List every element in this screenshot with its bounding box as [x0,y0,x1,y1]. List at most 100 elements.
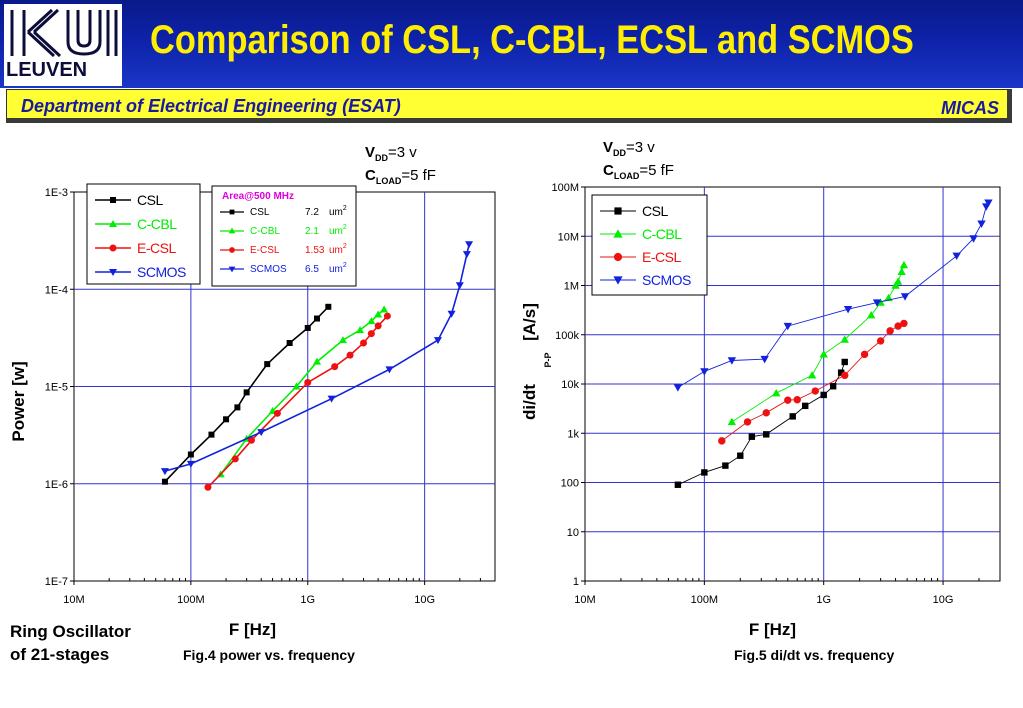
data-point-scmos [465,241,474,249]
y-tick-label: 100k [555,330,579,342]
data-point-scmos [969,235,978,243]
legend-label-e-csl: E-CSL [137,240,176,256]
data-point-c-cbl [374,310,383,318]
data-point-csl [748,433,756,440]
data-point-scmos [327,395,336,403]
area-row-marker [229,209,235,215]
x-axis-label: F [Hz] [749,620,796,639]
data-point-c-cbl [866,310,876,319]
legend-label-c-cbl: C-CBL [137,216,177,232]
group-label: MICAS [941,98,999,118]
data-point-csl [304,324,311,331]
x-tick-label: 10G [933,594,954,606]
y-axis-label-unit: [A/s] [520,303,539,341]
data-point-c-cbl [292,382,301,390]
area-box-title: Area@500 MHz [222,191,294,202]
area-row-value: 7.2 [305,207,319,218]
data-point-csl [208,431,215,438]
data-point-e-csl [346,351,354,359]
area-row-marker [229,247,235,253]
data-point-csl [841,358,848,366]
data-point-c-cbl [313,357,322,365]
data-point-scmos [900,293,910,301]
power-vs-frequency-chart: 10M 100M 1G 10G 1E-7 1E-6 1E-5 1E-4 1E-3 F [Hz] Po… [9,144,496,639]
area-row-unit: um2 [329,262,347,275]
logo-text: LEUVEN [6,59,88,81]
data-point-scmos [447,310,456,318]
data-point-e-csl [886,327,894,335]
cload-condition: CLOAD=5 fF [365,167,436,186]
data-point-csl [187,451,194,458]
legend-label-scmos: SCMOS [137,264,186,280]
data-point-e-csl [383,312,391,320]
data-point-c-cbl [819,350,828,358]
data-point-e-csl [360,339,368,347]
legend-label-csl: CSL [642,203,668,219]
data-point-csl [837,369,845,376]
data-point-e-csl [718,437,726,445]
y-tick-label: 1E-5 [45,382,68,394]
area-row-value: 2.1 [305,226,319,237]
legend-label-c-cbl: C-CBL [642,226,682,242]
data-point-csl [161,478,168,485]
area-row-value: 6.5 [305,264,319,275]
legend-marker-csl [110,197,116,203]
data-point-e-csl [894,322,902,330]
series-line-scmos [164,244,470,472]
data-point-c-cbl [338,336,347,344]
area-row-name: SCMOS [250,264,287,275]
data-point-e-csl [331,363,339,371]
area-row-name: E-CSL [250,245,280,256]
legend-box [591,194,708,296]
data-point-c-cbl [897,267,906,275]
x-tick-label: 10M [574,594,595,606]
vdd-condition: VDD=3 v [365,144,417,163]
y-tick-label: 10k [561,379,579,391]
data-point-csl [789,413,796,420]
area-row-unit: um2 [329,243,347,256]
y-tick-label: 1E-7 [45,576,68,588]
data-point-scmos [783,322,792,331]
data-point-c-cbl [893,277,903,285]
x-tick-label: 100M [691,594,719,606]
data-point-csl [325,303,332,310]
data-point-csl [820,391,827,399]
data-point-e-csl [841,371,849,380]
data-point-scmos [952,252,961,261]
data-point-csl [722,462,729,469]
data-point-scmos [433,337,442,345]
data-point-scmos [872,299,882,307]
y-tick-label: 1M [564,281,579,293]
data-point-c-cbl [727,417,737,426]
data-point-csl [802,402,809,410]
area-row-unit: um2 [329,205,347,218]
didt-vs-frequency-chart: 10M 100M 1G 10G 1 10 100 1k 10k 100k 1M 10M 100M F [H… [520,139,1001,639]
legend-label-csl: CSL [137,192,163,208]
page-title: Comparison of CSL, C-CBL, ECSL and SCMOS [150,18,914,62]
data-point-csl [314,315,321,322]
data-point-c-cbl [807,371,817,379]
data-point-e-csl [204,483,212,491]
legend-label-scmos: SCMOS [642,272,691,288]
department-bar: Department of Electrical Engineering (ES… [6,89,1012,123]
data-point-scmos [673,384,683,392]
data-point-c-cbl [840,335,849,343]
y-tick-label: 1E-4 [45,284,68,296]
cload-condition: CLOAD=5 fF [603,162,674,181]
data-point-e-csl [367,330,375,338]
data-point-scmos [257,429,266,437]
x-tick-label: 10G [414,594,435,606]
data-point-e-csl [304,378,312,386]
legend-marker-scmos [109,269,117,276]
data-point-e-csl [231,455,239,463]
legend-marker-c-cbl [613,229,623,238]
data-point-c-cbl [356,326,365,334]
legend-marker-csl [614,207,622,215]
data-point-csl [763,431,770,438]
series-line-c-cbl [220,308,385,475]
data-point-e-csl [900,319,908,328]
data-point-e-csl [860,350,869,359]
y-axis-label: Power [w] [9,361,28,441]
data-point-csl [243,389,250,396]
